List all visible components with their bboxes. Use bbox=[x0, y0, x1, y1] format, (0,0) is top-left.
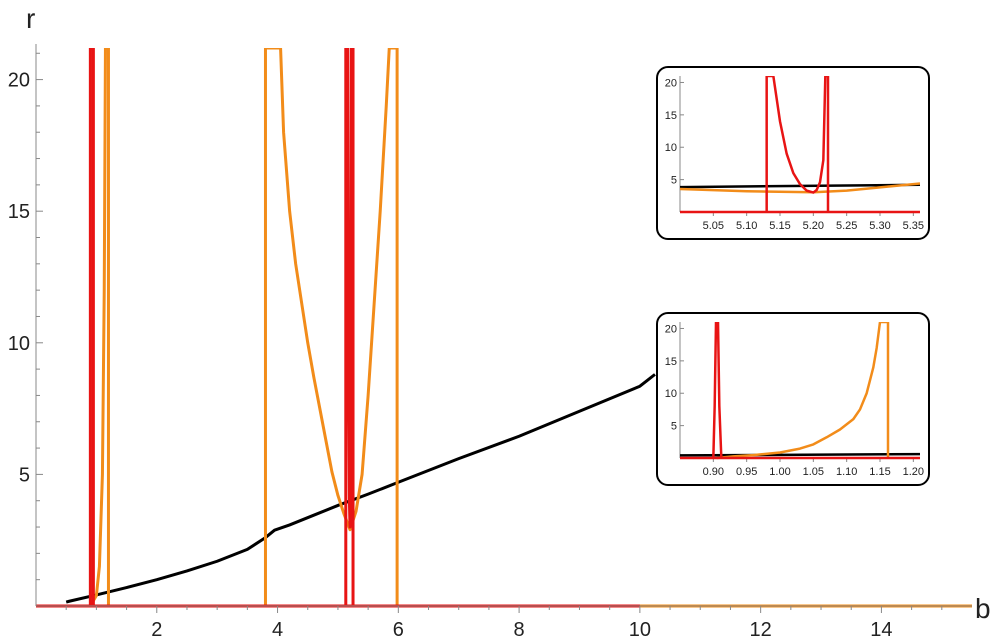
inset-x-tick-label: 5.25 bbox=[836, 220, 857, 232]
inset-bottom: 0.90 0.95 1.00 1.05 1.10 1.15 1.20 5 10 15 20 bbox=[656, 312, 930, 486]
inset-y-tick-label: 5 bbox=[671, 421, 677, 433]
inset-top-series-orange-1 bbox=[680, 182, 920, 194]
inset-x-tick-label: 1.05 bbox=[803, 466, 824, 478]
inset-x-tick-label: 5.35 bbox=[903, 220, 924, 232]
inset-top: 5.05 5.10 5.15 5.20 5.25 5.30 5.35 5 10 15 20 bbox=[656, 66, 930, 240]
inset-y-tick-label: 20 bbox=[665, 77, 677, 89]
inset-bottom-axes: 0.90 0.95 1.00 1.05 1.10 1.15 1.20 5 10 15 20 bbox=[665, 322, 924, 478]
x-axis-label: b bbox=[975, 593, 991, 624]
inset-bottom-plot bbox=[680, 322, 920, 460]
x-tick-label: 4 bbox=[272, 619, 283, 641]
inset-y-tick-label: 15 bbox=[665, 356, 677, 368]
inset-top-plot bbox=[680, 76, 920, 214]
inset-y-tick-label: 15 bbox=[665, 110, 677, 122]
inset-y-tick-label: 5 bbox=[671, 175, 677, 187]
x-tick-label: 12 bbox=[750, 619, 772, 641]
main-axes: 2 4 6 8 10 12 14 5 10 15 20 bbox=[8, 44, 972, 641]
inset-y-tick-label: 10 bbox=[665, 142, 677, 154]
x-tick-label: 14 bbox=[870, 619, 892, 641]
series-orange-1 bbox=[263, 48, 399, 606]
series-red-5 bbox=[88, 48, 95, 606]
series-orange-2 bbox=[89, 48, 110, 607]
inset-top-axes: 5.05 5.10 5.15 5.20 5.25 5.30 5.35 5 10 15 20 bbox=[665, 76, 924, 232]
inset-x-tick-label: 0.90 bbox=[703, 466, 724, 478]
inset-bottom-series-orange-1 bbox=[716, 322, 890, 460]
y-axis-label: r bbox=[26, 3, 35, 34]
inset-x-tick-label: 5.10 bbox=[736, 220, 757, 232]
inset-top-chart: 5.05 5.10 5.15 5.20 5.25 5.30 5.35 5 10 15 20 bbox=[665, 76, 924, 232]
inset-x-tick-label: 1.00 bbox=[769, 466, 790, 478]
x-tick-label: 2 bbox=[151, 619, 162, 641]
y-tick-label: 15 bbox=[8, 201, 30, 223]
inset-x-tick-label: 5.05 bbox=[703, 220, 724, 232]
inset-bottom-series-red-3 bbox=[712, 322, 723, 459]
inset-x-tick-label: 0.95 bbox=[736, 466, 757, 478]
inset-x-tick-label: 5.30 bbox=[869, 220, 890, 232]
inset-x-tick-label: 1.10 bbox=[836, 466, 857, 478]
inset-bottom-chart: 0.90 0.95 1.00 1.05 1.10 1.15 1.20 5 10 15 20 bbox=[665, 322, 924, 478]
series-red-6 bbox=[344, 48, 355, 606]
x-tick-label: 6 bbox=[393, 619, 404, 641]
y-tick-label: 20 bbox=[8, 70, 30, 92]
inset-x-tick-label: 1.20 bbox=[903, 466, 924, 478]
inset-x-tick-label: 5.15 bbox=[769, 220, 790, 232]
x-tick-label: 10 bbox=[629, 619, 651, 641]
y-tick-label: 10 bbox=[8, 333, 30, 355]
inset-top-series-red-3 bbox=[765, 76, 830, 212]
y-tick-label: 5 bbox=[19, 464, 30, 486]
inset-bottom-series-black-0 bbox=[680, 452, 920, 457]
inset-top-series-black-0 bbox=[680, 183, 920, 189]
inset-x-tick-label: 1.15 bbox=[869, 466, 890, 478]
series-black-0 bbox=[65, 373, 656, 604]
inset-x-tick-label: 5.20 bbox=[803, 220, 824, 232]
inset-y-tick-label: 20 bbox=[665, 323, 677, 335]
inset-y-tick-label: 10 bbox=[665, 388, 677, 400]
x-tick-label: 8 bbox=[514, 619, 525, 641]
